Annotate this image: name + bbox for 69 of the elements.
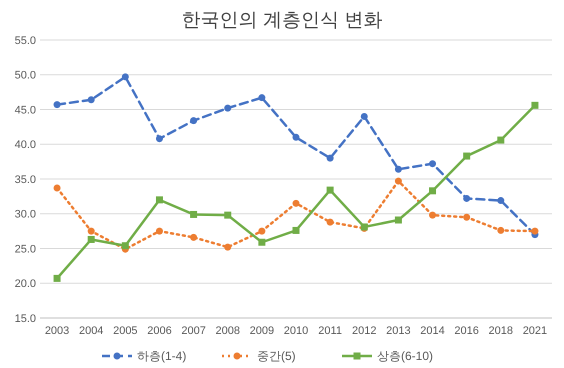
point [224,212,232,219]
x-tick-label: 2006 [147,325,172,337]
x-tick-label: 2016 [454,325,479,337]
x-tick-label: 2003 [44,325,70,337]
point [429,187,436,194]
point [258,228,266,235]
point [326,186,334,194]
point [224,244,232,251]
x-tick-label: 2007 [181,325,206,337]
legend-label: 상층(6-10) [377,349,434,364]
point [292,134,300,141]
point [326,154,334,162]
point [54,274,61,282]
legend-label: 하층(1-4) [137,349,186,364]
point [88,228,95,235]
y-tick-label: 35.0 [14,174,36,186]
point [394,178,402,185]
y-tick-label: 20.0 [14,278,36,290]
point [497,136,504,144]
point [258,238,266,246]
point [531,228,538,235]
point [190,117,198,124]
x-tick-label: 2010 [284,325,308,337]
point [497,197,504,204]
point [531,102,538,109]
point [292,226,300,234]
y-tick-label: 55.0 [14,34,36,47]
point [122,73,129,80]
x-tick-label: 2021 [522,325,548,337]
point [463,152,470,160]
point [88,236,95,243]
y-tick-label: 15.0 [14,312,36,325]
x-tick-label: 2012 [352,325,377,337]
point [394,216,402,224]
x-tick-label: 2009 [250,325,274,337]
x-tick-label: 2013 [386,325,411,337]
y-tick-label: 50.0 [14,70,36,82]
y-tick-label: 25.0 [14,243,36,256]
point [156,196,163,204]
point [463,214,470,221]
point [394,166,402,173]
x-tick-label: 2005 [113,325,138,337]
point [429,160,436,168]
point [156,135,163,142]
point [463,194,470,202]
point [88,96,95,104]
x-tick-label: 2008 [215,325,240,337]
point [190,234,198,241]
legend-label: 중간(5) [257,349,296,364]
point [190,210,198,218]
point [326,218,334,226]
x-tick-label: 2014 [420,325,445,337]
chart-title: 한국인의 계층인식 변화 [182,10,382,31]
point [429,212,436,219]
y-tick-label: 45.0 [14,104,36,116]
point [497,226,504,234]
point [122,242,129,250]
point [292,200,300,207]
point [360,112,368,120]
x-tick-label: 2011 [318,325,342,337]
x-tick-label: 2018 [488,325,514,337]
point [224,104,232,112]
x-tick-label: 2004 [78,325,104,337]
y-tick-label: 40.0 [14,139,36,152]
point [258,94,266,102]
point [54,101,61,108]
y-tick-label: 30.0 [14,208,36,221]
point [54,184,61,192]
point [156,228,163,235]
